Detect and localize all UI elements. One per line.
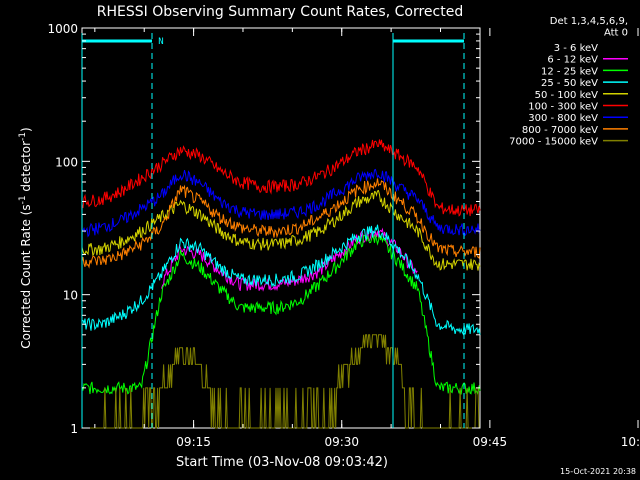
plot-frame (81, 27, 481, 429)
legend-label: 3 - 6 keV (554, 43, 598, 54)
legend-label: 7000 - 15000 keV (509, 137, 598, 148)
legend-header-line: Det 1,3,4,5,6,9, (550, 16, 628, 27)
x-tick-label: 09:45 (473, 435, 508, 449)
series-layer (81, 139, 481, 429)
legend-label: 100 - 300 keV (528, 102, 598, 113)
series-line-6 (81, 139, 481, 217)
plot-border (81, 27, 481, 429)
legend-label: 800 - 7000 keV (522, 125, 598, 136)
series-line-7 (81, 168, 481, 238)
x-tick-label: 09:15 (176, 435, 211, 449)
x-tick-label: 10:00 (621, 435, 640, 449)
legend-label: 50 - 100 keV (535, 90, 599, 101)
y-tick-label: 1 (70, 422, 78, 436)
x-tick-label: 09:30 (324, 435, 359, 449)
legend-label: 25 - 50 keV (541, 78, 598, 89)
chart-title: RHESSI Observing Summary Count Rates, Co… (97, 4, 463, 20)
legend-header-line: Att 0 (604, 28, 628, 39)
legend-label: 300 - 800 keV (528, 113, 598, 124)
y-tick-label: 1000 (47, 22, 78, 36)
flag-label: N (158, 37, 163, 47)
series-line-5 (81, 189, 481, 271)
overlay-layer: N (81, 33, 465, 428)
series-line-3 (81, 233, 481, 395)
x-axis-label: Start Time (03-Nov-08 09:03:42) (176, 455, 388, 470)
y-tick-label: 10 (63, 289, 78, 303)
series-line-2 (161, 227, 418, 292)
y-axis-label: Corrected Count Rate (s-1 detector-1) (18, 127, 33, 348)
series-line-8 (81, 178, 481, 269)
series-line-9 (82, 334, 480, 429)
series-line-4 (81, 224, 481, 336)
legend-label: 12 - 25 keV (541, 66, 598, 77)
legend-label: 6 - 12 keV (547, 55, 598, 66)
generation-timestamp: 15-Oct-2021 20:38 (560, 467, 636, 476)
y-tick-label: 100 (55, 155, 78, 169)
